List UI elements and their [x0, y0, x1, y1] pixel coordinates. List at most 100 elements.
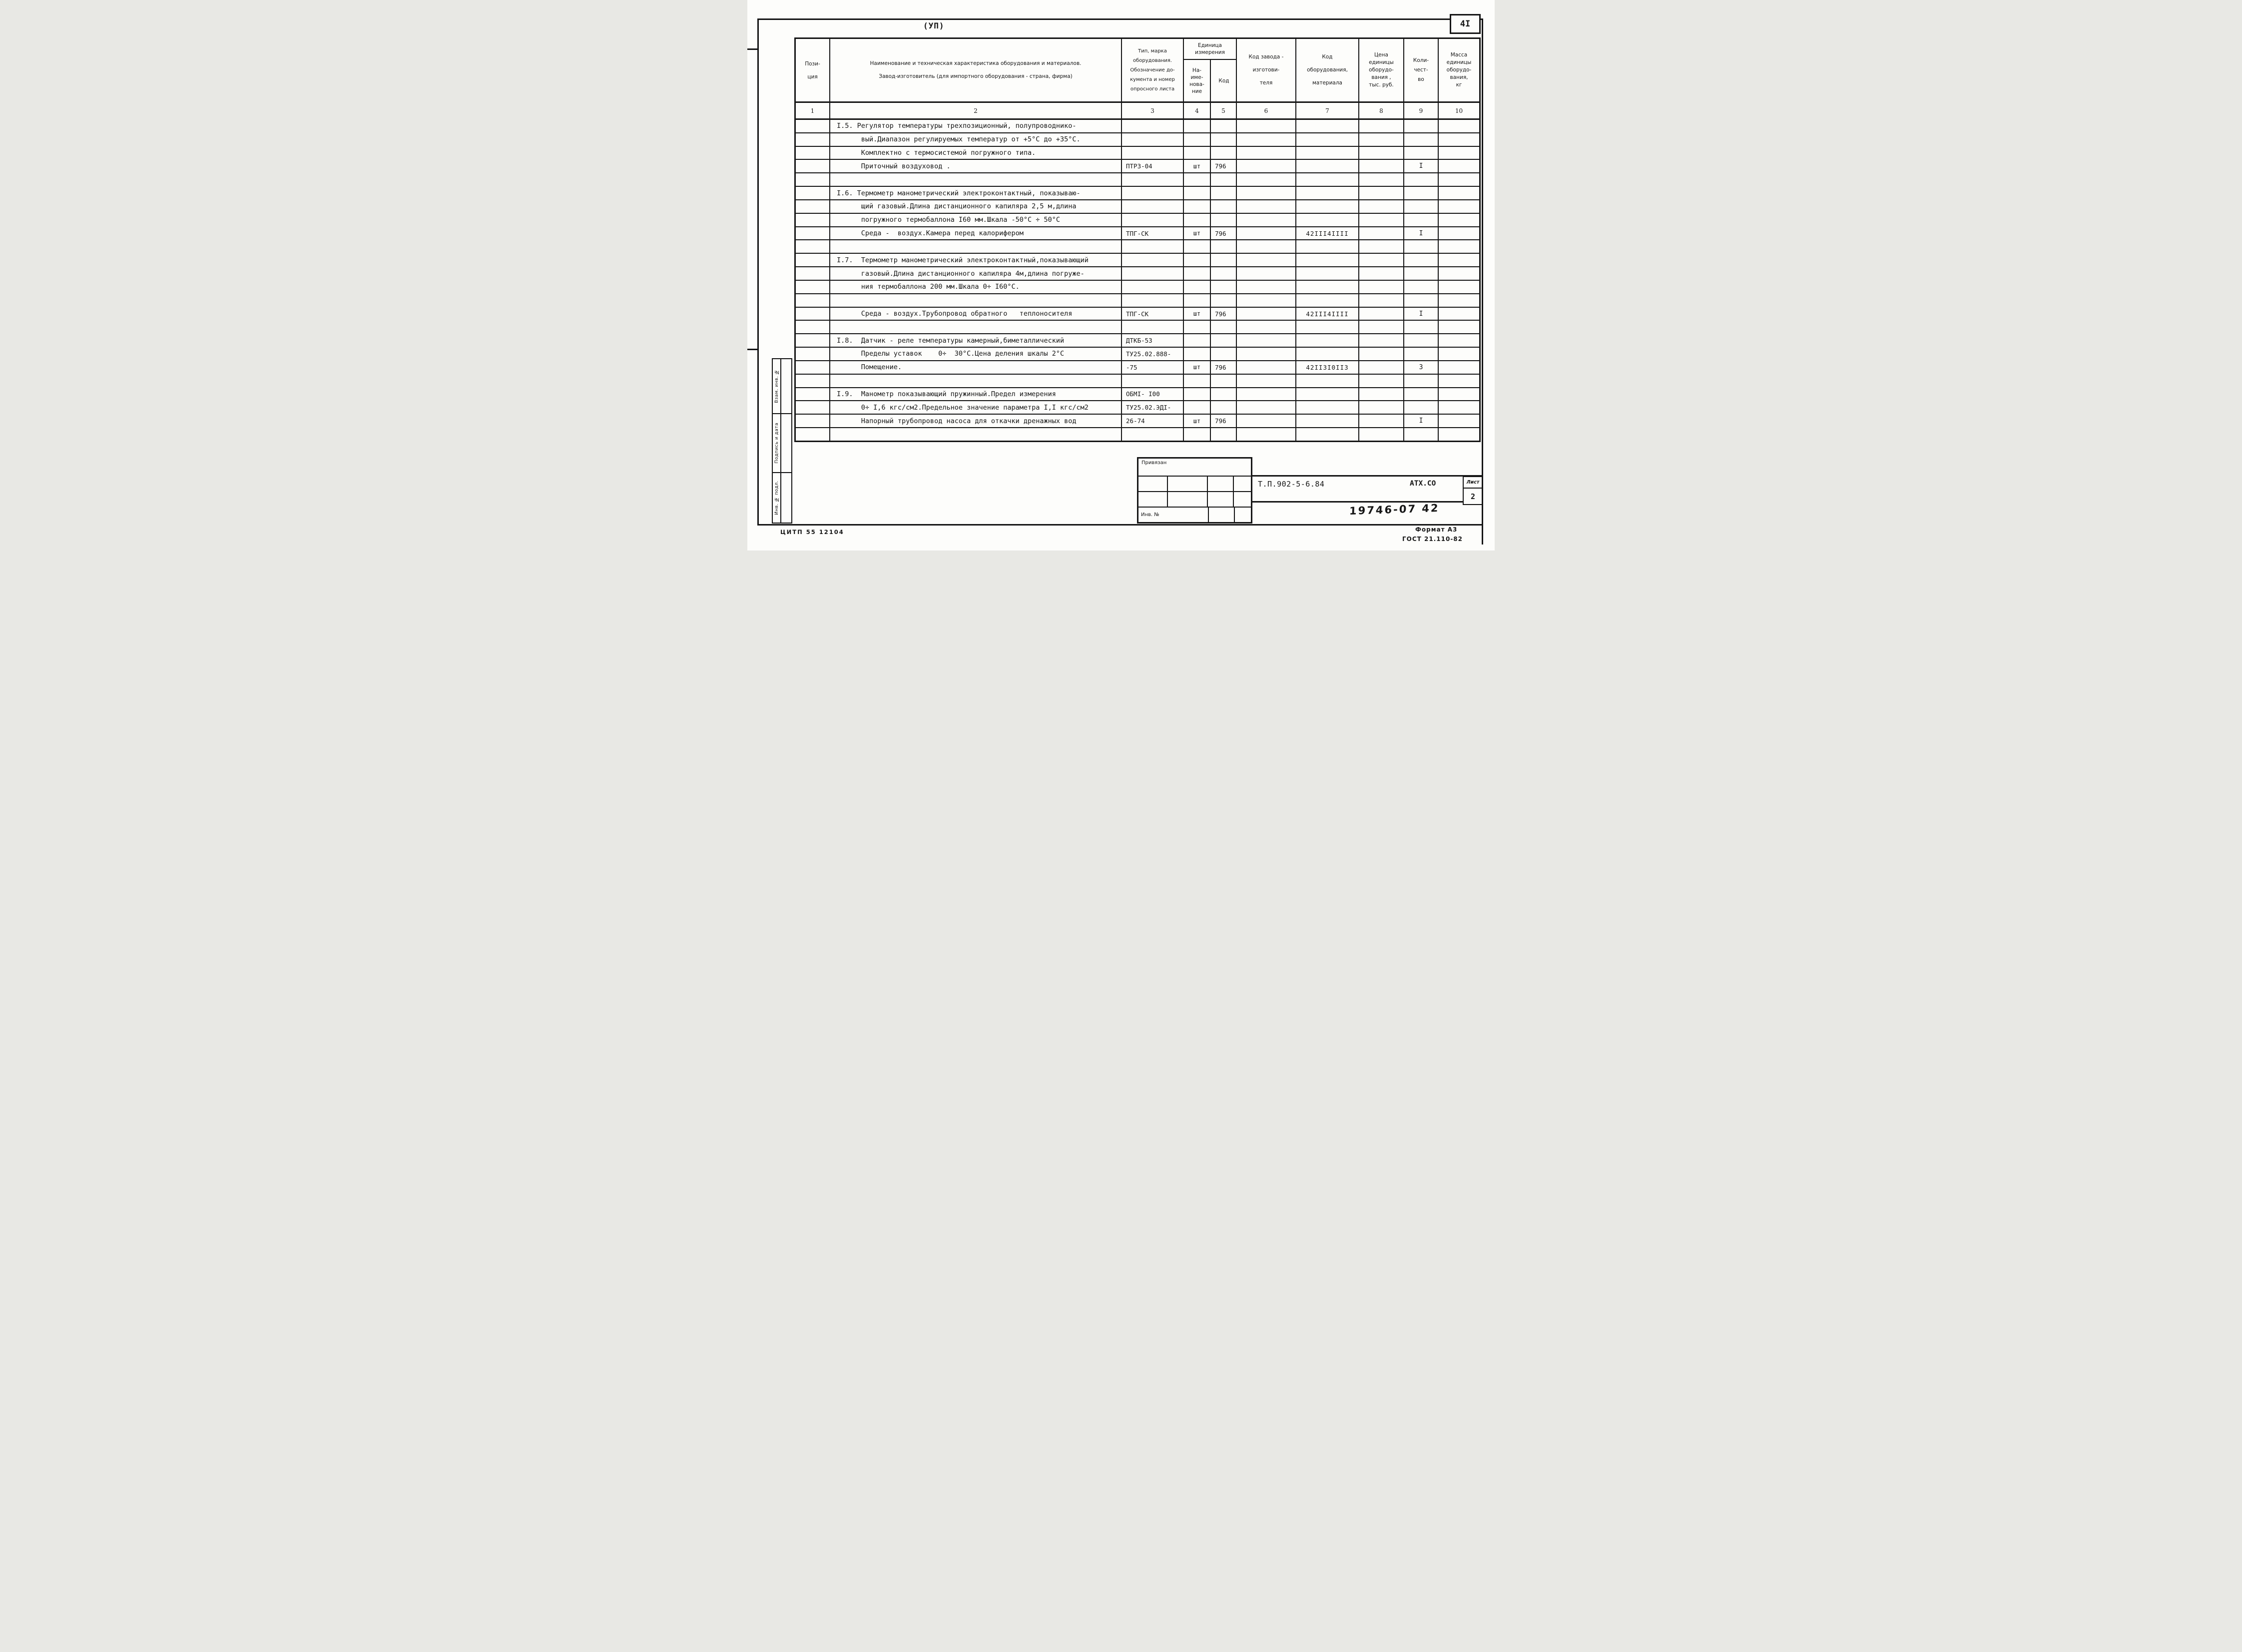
sidebar: Взам. инв. № Подпись и дата Инв. № подл. [772, 358, 792, 524]
sidebar-row: Взам. инв. № [773, 359, 791, 414]
cell-unit-name [1184, 321, 1211, 334]
cell-price [1359, 334, 1404, 347]
stamp-cell [1168, 477, 1208, 491]
cell-unit-code [1211, 401, 1237, 414]
header-position: Пози- ция [796, 39, 830, 101]
cell-quantity [1404, 294, 1439, 307]
sheet-box: Лист 2 [1463, 476, 1483, 505]
column-number: 1 [796, 103, 830, 118]
cell-factory-code [1237, 146, 1296, 159]
cell-position [796, 374, 830, 387]
sheet-number: 2 [1470, 492, 1476, 501]
cell-unit-name: шт [1184, 227, 1211, 240]
header-unit-code: Код [1218, 77, 1229, 84]
cell-quantity: I [1404, 415, 1439, 428]
cell-quantity: I [1404, 307, 1439, 320]
cell-position [796, 334, 830, 347]
cell-position [796, 227, 830, 240]
header-unit-group: Единица измерения На- име- нова- ние Код [1184, 39, 1237, 101]
cell-equip-code [1296, 267, 1359, 280]
cell-factory-code [1237, 160, 1296, 173]
cell-factory-code [1237, 428, 1296, 441]
cell-quantity [1404, 348, 1439, 360]
cell-type: ТУ25.02.ЭДI- [1122, 401, 1184, 414]
cell-unit-code [1211, 146, 1237, 159]
cell-position [796, 160, 830, 173]
table-header: Пози- ция Наименование и техническая хар… [796, 39, 1479, 103]
column-number: 4 [1184, 103, 1211, 118]
cell-mass [1439, 173, 1479, 186]
cell-name: 0÷ I,6 кгс/см2.Предельное значение парам… [830, 401, 1122, 414]
cell-name [830, 173, 1122, 186]
cell-factory-code [1237, 280, 1296, 293]
stamp-cell [1234, 492, 1251, 507]
column-number: 6 [1237, 103, 1296, 118]
stamp-row [1138, 477, 1251, 492]
title-block-line [1252, 501, 1463, 503]
cell-price [1359, 294, 1404, 307]
cell-unit-name [1184, 388, 1211, 401]
cell-equip-code [1296, 173, 1359, 186]
table-row: ния термобаллона 200 мм.Шкала 0÷ I60°С. [796, 280, 1479, 294]
margin-tick [747, 349, 757, 350]
cell-position [796, 348, 830, 360]
footer-gost-note: ГОСТ 21.110-82 [1402, 536, 1463, 543]
cell-quantity [1404, 240, 1439, 253]
margin-tick [747, 48, 757, 50]
cell-factory-code [1237, 374, 1296, 387]
cell-unit-code [1211, 348, 1237, 360]
cell-quantity [1404, 187, 1439, 199]
cell-mass [1439, 187, 1479, 199]
cell-factory-code [1237, 267, 1296, 280]
cell-unit-code [1211, 213, 1237, 226]
cell-unit-name [1184, 120, 1211, 132]
column-number: 10 [1455, 107, 1463, 114]
cell-name: Пределы уставок 0÷ 30°С.Цена деления шка… [830, 348, 1122, 360]
cell-equip-code: 42II3I0II3 [1296, 361, 1359, 374]
cell-quantity [1404, 213, 1439, 226]
cell-quantity [1404, 428, 1439, 441]
cell-type: ОБМI- I00 [1122, 388, 1184, 401]
cell-quantity [1404, 374, 1439, 387]
cell-mass [1439, 133, 1479, 146]
header-factory-code: Код завода - изготови- теля [1237, 39, 1296, 101]
cell-equip-code [1296, 187, 1359, 199]
cell-unit-code [1211, 267, 1237, 280]
cell-name [830, 321, 1122, 334]
cell-factory-code [1237, 401, 1296, 414]
cell-mass [1439, 281, 1479, 293]
table-row: I.5. Регулятор температуры трехпозиционн… [796, 120, 1479, 133]
table-row: вый.Диапазон регулируемых температур от … [796, 133, 1479, 147]
frame-extension [1482, 526, 1483, 545]
cell-position [796, 187, 830, 199]
cell-price [1359, 401, 1404, 414]
cell-type [1122, 173, 1184, 186]
cell-position [796, 240, 830, 253]
cell-factory-code [1237, 187, 1296, 199]
cell-unit-code [1211, 334, 1237, 347]
cell-type [1122, 254, 1184, 267]
cell-mass [1439, 401, 1479, 414]
sidebar-blank [781, 473, 791, 523]
sidebar-blank [781, 414, 791, 472]
cell-name: I.5. Регулятор температуры трехпозиционн… [830, 120, 1122, 132]
cell-equip-code: 42III4IIII [1296, 227, 1359, 240]
cell-factory-code [1237, 227, 1296, 240]
cell-type [1122, 187, 1184, 199]
cell-equip-code [1296, 254, 1359, 267]
cell-position [796, 133, 830, 146]
document-page: (УП) 4I Пози- ция Наименование и техниче… [747, 0, 1495, 551]
cell-mass [1439, 308, 1479, 320]
column-number: 5 [1211, 103, 1237, 118]
cell-quantity [1404, 321, 1439, 334]
sheet-label: Лист [1464, 477, 1482, 489]
header-price: Цена единицы оборудо- вания , тыс. руб. [1359, 39, 1404, 101]
cell-price [1359, 146, 1404, 159]
cell-unit-name [1184, 133, 1211, 146]
cell-name [830, 240, 1122, 253]
column-numbers-row: 1 2 3 4 5 6 7 8 9 10 [796, 103, 1479, 120]
cell-position [796, 213, 830, 226]
cell-quantity [1404, 173, 1439, 186]
sidebar-cell-vzam: Взам. инв. № [773, 359, 781, 413]
cell-unit-code [1211, 388, 1237, 401]
